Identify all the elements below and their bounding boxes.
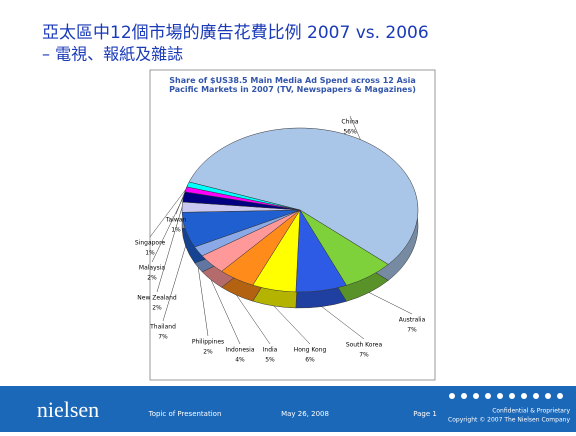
leader-line <box>197 267 209 337</box>
slice <box>188 127 419 265</box>
leader-line <box>321 306 365 340</box>
slice-value-label: 6% <box>305 357 315 364</box>
footer-bar <box>0 386 576 432</box>
footer-page: Page 1 <box>413 410 437 418</box>
leader-line <box>162 246 186 322</box>
chart-title-box: Share of $US38.5 Main Media Ad Spend acr… <box>169 76 416 94</box>
slice-label: Thailand <box>149 324 176 331</box>
leader-line <box>349 115 361 140</box>
pie <box>181 127 419 309</box>
slice-value-label: 1% <box>145 250 155 257</box>
slice-label: South Korea <box>346 342 383 349</box>
dot <box>449 393 455 399</box>
slice-label: China <box>341 119 358 126</box>
slice-value-label: 7% <box>407 327 417 334</box>
slice-label: Australia <box>399 317 426 324</box>
leader-line <box>236 294 271 345</box>
labels: China 56% Australia 7% South Korea 7% Hong Kon… <box>135 115 426 364</box>
leader-line <box>175 184 189 215</box>
slice-label: India <box>263 347 278 354</box>
footer-confidential: Confidential & Proprietary <box>492 408 570 415</box>
slice-value-label: 4% <box>235 357 245 364</box>
footer-topic: Topic of Presentation <box>148 410 222 418</box>
dot <box>545 393 551 399</box>
dot <box>533 393 539 399</box>
dot <box>485 393 491 399</box>
leader-line <box>149 189 187 238</box>
slice-label: New Zealand <box>137 295 177 302</box>
footer-dots <box>449 393 563 399</box>
slice-value-label: 2% <box>152 305 162 312</box>
dot <box>557 393 563 399</box>
dot <box>497 393 503 399</box>
dot <box>473 393 479 399</box>
slice-value-label: 2% <box>147 275 157 282</box>
slice-value-label: 1% <box>171 227 181 234</box>
dot <box>461 393 467 399</box>
leader-line <box>273 305 311 345</box>
slice-value-label: 7% <box>359 352 369 359</box>
dot <box>509 393 515 399</box>
slice-label: Singapore <box>135 240 166 247</box>
footer-copyright: Copyright © 2007 The Nielsen Company <box>448 417 570 424</box>
footer-date: May 26, 2008 <box>281 410 329 418</box>
chart-title: Share of $US38.5 Main Media Ad Spend acr… <box>169 76 416 94</box>
leader-line <box>156 207 183 293</box>
slide-subtitle: – 電視、報紙及雜誌 <box>42 45 183 64</box>
slice-label: Taiwan <box>165 217 187 224</box>
slice-label: Malaysia <box>139 265 166 272</box>
slice-value-label: 7% <box>158 334 168 341</box>
slice-value-label: 2% <box>203 349 213 356</box>
leader-line <box>210 279 241 345</box>
slice-label: Indonesia <box>225 347 254 354</box>
leader-line <box>368 292 413 315</box>
slice-label: Philippines <box>192 339 224 346</box>
slide-title: 亞太區中12個市場的廣告花費比例 2007 vs. 2006 <box>42 23 429 43</box>
logo: nielsen <box>37 397 99 422</box>
slice-value-label: 56% <box>343 129 357 136</box>
dot <box>521 393 527 399</box>
slice-label: Hong Kong <box>294 347 327 354</box>
slice-value-label: 5% <box>265 357 275 364</box>
